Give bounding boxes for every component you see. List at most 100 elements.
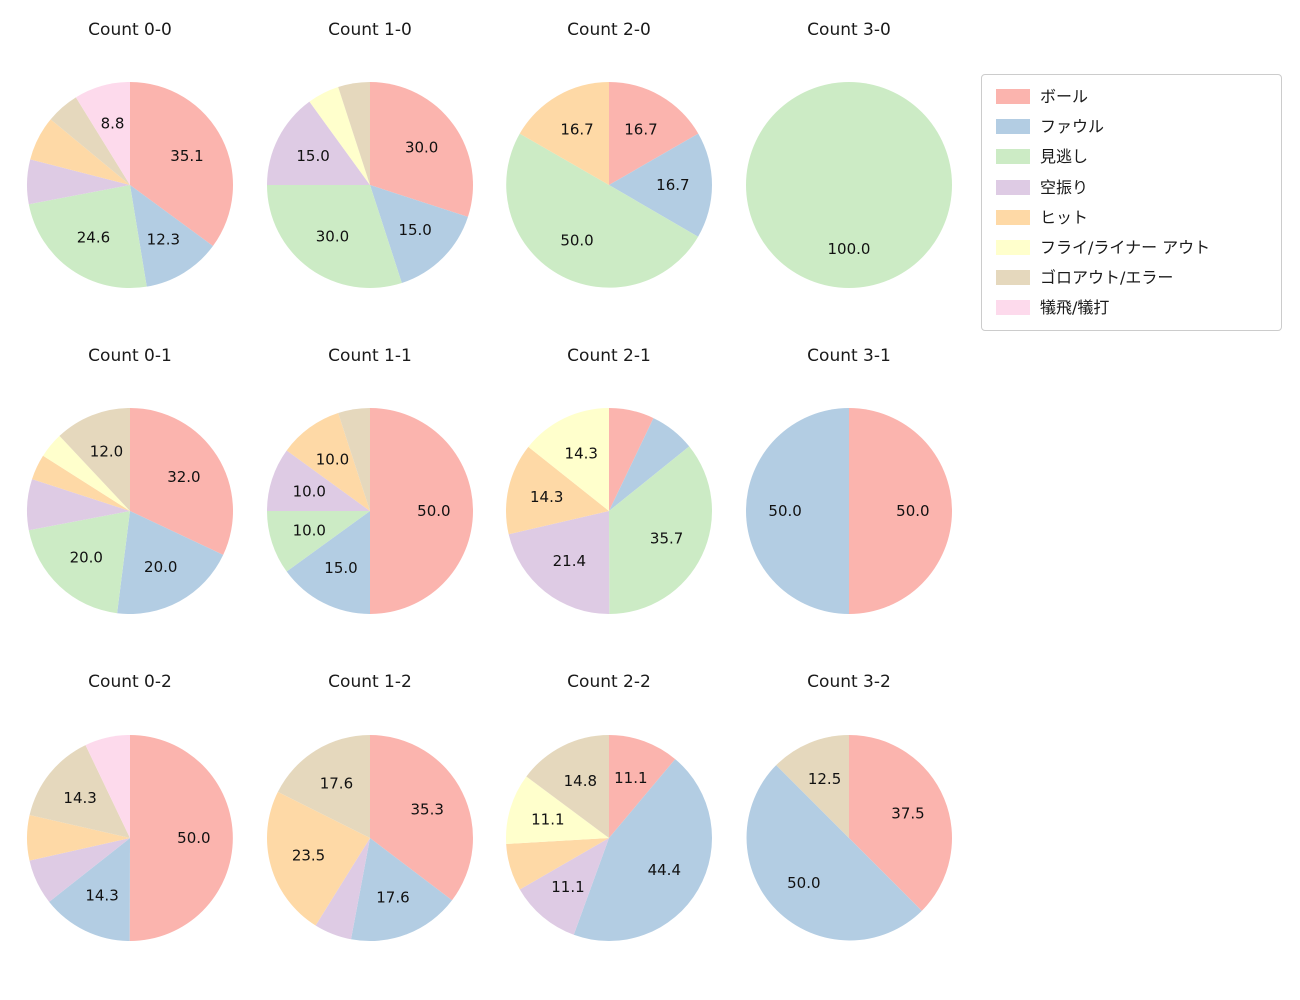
pie-count-2-0: 16.7 16.7 50.0 16.7 — [506, 82, 712, 288]
pie-percentage-label: 50.0 — [417, 502, 450, 520]
pie-slice — [526, 735, 609, 838]
legend-label: ボール — [1040, 87, 1089, 106]
legend-label: 見逃し — [1040, 147, 1089, 167]
legend-label: 空振り — [1040, 177, 1089, 197]
pie-percentage-label: 10.0 — [293, 482, 326, 500]
pie-slice — [609, 735, 676, 838]
pie-slice — [508, 511, 610, 615]
pie-slice — [528, 408, 609, 511]
pie-percentage-label: 50.0 — [177, 829, 210, 847]
pie-count-2-2: 11.1 44.4 11.1 11.1 14.8 — [505, 735, 713, 942]
pie-slice — [130, 408, 234, 555]
legend-item: 見逃し — [996, 147, 1267, 166]
pie-percentage-label: 17.6 — [376, 889, 409, 907]
legend-color-swatch — [996, 149, 1030, 165]
pie-slice — [609, 418, 690, 511]
legend-color-swatch — [996, 209, 1030, 225]
pie-percentage-label: 30.0 — [405, 138, 438, 156]
pie-slice — [776, 735, 849, 838]
pie-percentage-label: 11.1 — [531, 811, 564, 829]
chart-title: Count 1-1 — [328, 346, 412, 366]
legend-item: ボール — [996, 87, 1267, 106]
legend-item: 犠飛/犠打 — [996, 298, 1267, 317]
pie-percentage-label: 21.4 — [553, 552, 586, 570]
pie-percentage-label: 32.0 — [167, 468, 200, 486]
pie-count-1-0: 30.0 15.0 30.0 15.0 — [267, 82, 474, 289]
pie-percentage-label: 23.5 — [292, 846, 325, 864]
chart-title: Count 2-0 — [567, 20, 651, 40]
pie-slice — [267, 450, 370, 511]
pie-slice — [59, 408, 130, 511]
pie-count-1-1: 50.0 15.0 10.0 10.0 10.0 — [267, 408, 473, 614]
pie-slice — [130, 185, 213, 287]
pie-slice — [130, 82, 234, 247]
legend-label: ヒット — [1040, 207, 1089, 227]
pie-percentage-label: 14.3 — [85, 886, 118, 904]
pie-percentage-label: 100.0 — [828, 240, 871, 258]
pie-slice — [50, 97, 130, 185]
pie-percentage-label: 20.0 — [70, 549, 103, 567]
pie-slice — [370, 408, 473, 614]
legend-item: ヒット — [996, 208, 1267, 227]
pie-slice — [746, 408, 849, 614]
legend-color-swatch — [996, 240, 1030, 256]
pie-slice — [338, 82, 370, 185]
pie-slice — [286, 413, 370, 511]
pie-percentage-label: 44.4 — [648, 861, 681, 879]
pie-percentage-label: 16.7 — [560, 121, 593, 139]
pie-slice — [26, 159, 130, 205]
pie-percentage-label: 12.3 — [147, 230, 180, 248]
pie-count-2-1: 35.7 21.4 14.3 14.3 — [506, 408, 713, 615]
pie-percentage-label: 35.7 — [650, 529, 683, 547]
legend-item: フライ/ライナー アウト — [996, 238, 1267, 257]
chart-title: Count 2-2 — [567, 672, 651, 692]
pie-percentage-label: 10.0 — [316, 450, 349, 468]
pie-percentage-label: 35.3 — [410, 801, 443, 819]
pie-slice — [609, 446, 713, 614]
pie-slice — [505, 776, 609, 844]
pie-slice — [573, 759, 713, 942]
legend-color-swatch — [996, 270, 1030, 286]
pie-percentage-label: 50.0 — [560, 231, 593, 249]
pie-percentage-label: 24.6 — [77, 228, 110, 246]
pie-count-3-0: 100.0 — [746, 82, 952, 288]
pie-slice — [746, 82, 952, 288]
pie-slice — [28, 185, 147, 289]
chart-title: Count 1-0 — [328, 20, 412, 40]
pie-slice — [370, 185, 468, 283]
pie-percentage-label: 14.3 — [530, 488, 563, 506]
pie-percentage-label: 12.5 — [808, 770, 841, 788]
pie-percentage-label: 12.0 — [90, 443, 123, 461]
pie-slice — [309, 87, 370, 185]
pie-percentage-label: 14.8 — [564, 772, 597, 790]
pie-slice — [506, 446, 609, 535]
legend-color-swatch — [996, 89, 1030, 105]
pie-slice — [32, 455, 130, 511]
pie-percentage-label: 15.0 — [398, 221, 431, 239]
pie-slice — [75, 82, 130, 185]
legend-label: フライ/ライナー アウト — [1040, 237, 1211, 257]
pie-slice — [849, 408, 952, 614]
pie-slice — [315, 838, 370, 940]
chart-title: Count 1-2 — [328, 672, 412, 692]
pie-percentage-label: 8.8 — [101, 115, 125, 133]
legend-label: ゴロアウト/エラー — [1040, 268, 1174, 288]
pie-percentage-label: 14.3 — [565, 444, 598, 462]
pie-percentage-label: 15.0 — [324, 559, 357, 577]
pie-count-1-2: 35.3 17.6 23.5 17.6 — [266, 735, 473, 941]
pie-slice — [370, 735, 473, 901]
pie-percentage-label: 50.0 — [787, 874, 820, 892]
pie-percentage-label: 50.0 — [768, 502, 801, 520]
pie-count-0-2: 50.0 14.3 14.3 — [26, 735, 233, 942]
pie-slice — [609, 133, 712, 237]
pie-count-3-2: 37.5 50.0 12.5 — [746, 735, 952, 941]
pie-slice — [29, 838, 130, 902]
pie-slice — [351, 838, 453, 941]
legend: ボール ファウル 見逃し 空振り ヒット フライ/ライナー アウト ゴロアウト/エラー 犠飛/… — [981, 74, 1282, 331]
legend-item: 空振り — [996, 178, 1267, 197]
pie-slice — [43, 435, 130, 511]
pie-slice — [49, 838, 130, 941]
pie-percentage-label: 50.0 — [896, 502, 929, 520]
pie-slice — [286, 511, 370, 614]
